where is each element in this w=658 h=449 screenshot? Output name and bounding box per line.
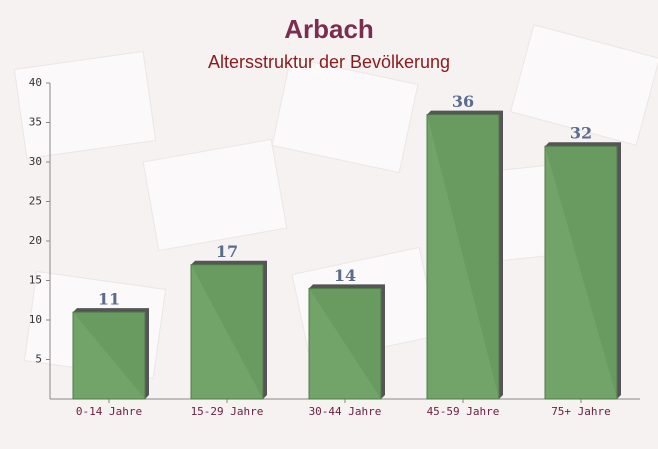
y-tick-label: 5 [35, 353, 42, 366]
x-tick-label: 15-29 Jahre [191, 405, 264, 418]
y-tick-label: 35 [29, 116, 42, 129]
x-tick-label: 30-44 Jahre [309, 405, 382, 418]
bar [72, 311, 146, 400]
bar [544, 145, 618, 400]
x-tick-label: 0-14 Jahre [76, 405, 142, 418]
chart-title: Arbach [284, 14, 374, 44]
y-tick-label: 40 [29, 76, 42, 89]
value-label: 36 [452, 92, 474, 111]
value-label: 14 [334, 266, 356, 285]
y-tick-label: 30 [29, 155, 42, 168]
y-tick-label: 15 [29, 274, 42, 287]
value-label: 11 [98, 290, 120, 309]
x-tick-label: 45-59 Jahre [427, 405, 500, 418]
y-tick-label: 25 [29, 195, 42, 208]
bar [190, 264, 264, 400]
y-tick-label: 20 [29, 234, 42, 247]
chart-subtitle: Altersstruktur der Bevölkerung [208, 52, 450, 72]
x-tick-label: 75+ Jahre [551, 405, 611, 418]
y-tick-label: 10 [29, 313, 42, 326]
value-label: 17 [216, 242, 238, 261]
value-label: 32 [570, 124, 592, 143]
bar [426, 114, 500, 400]
bar [308, 287, 382, 400]
